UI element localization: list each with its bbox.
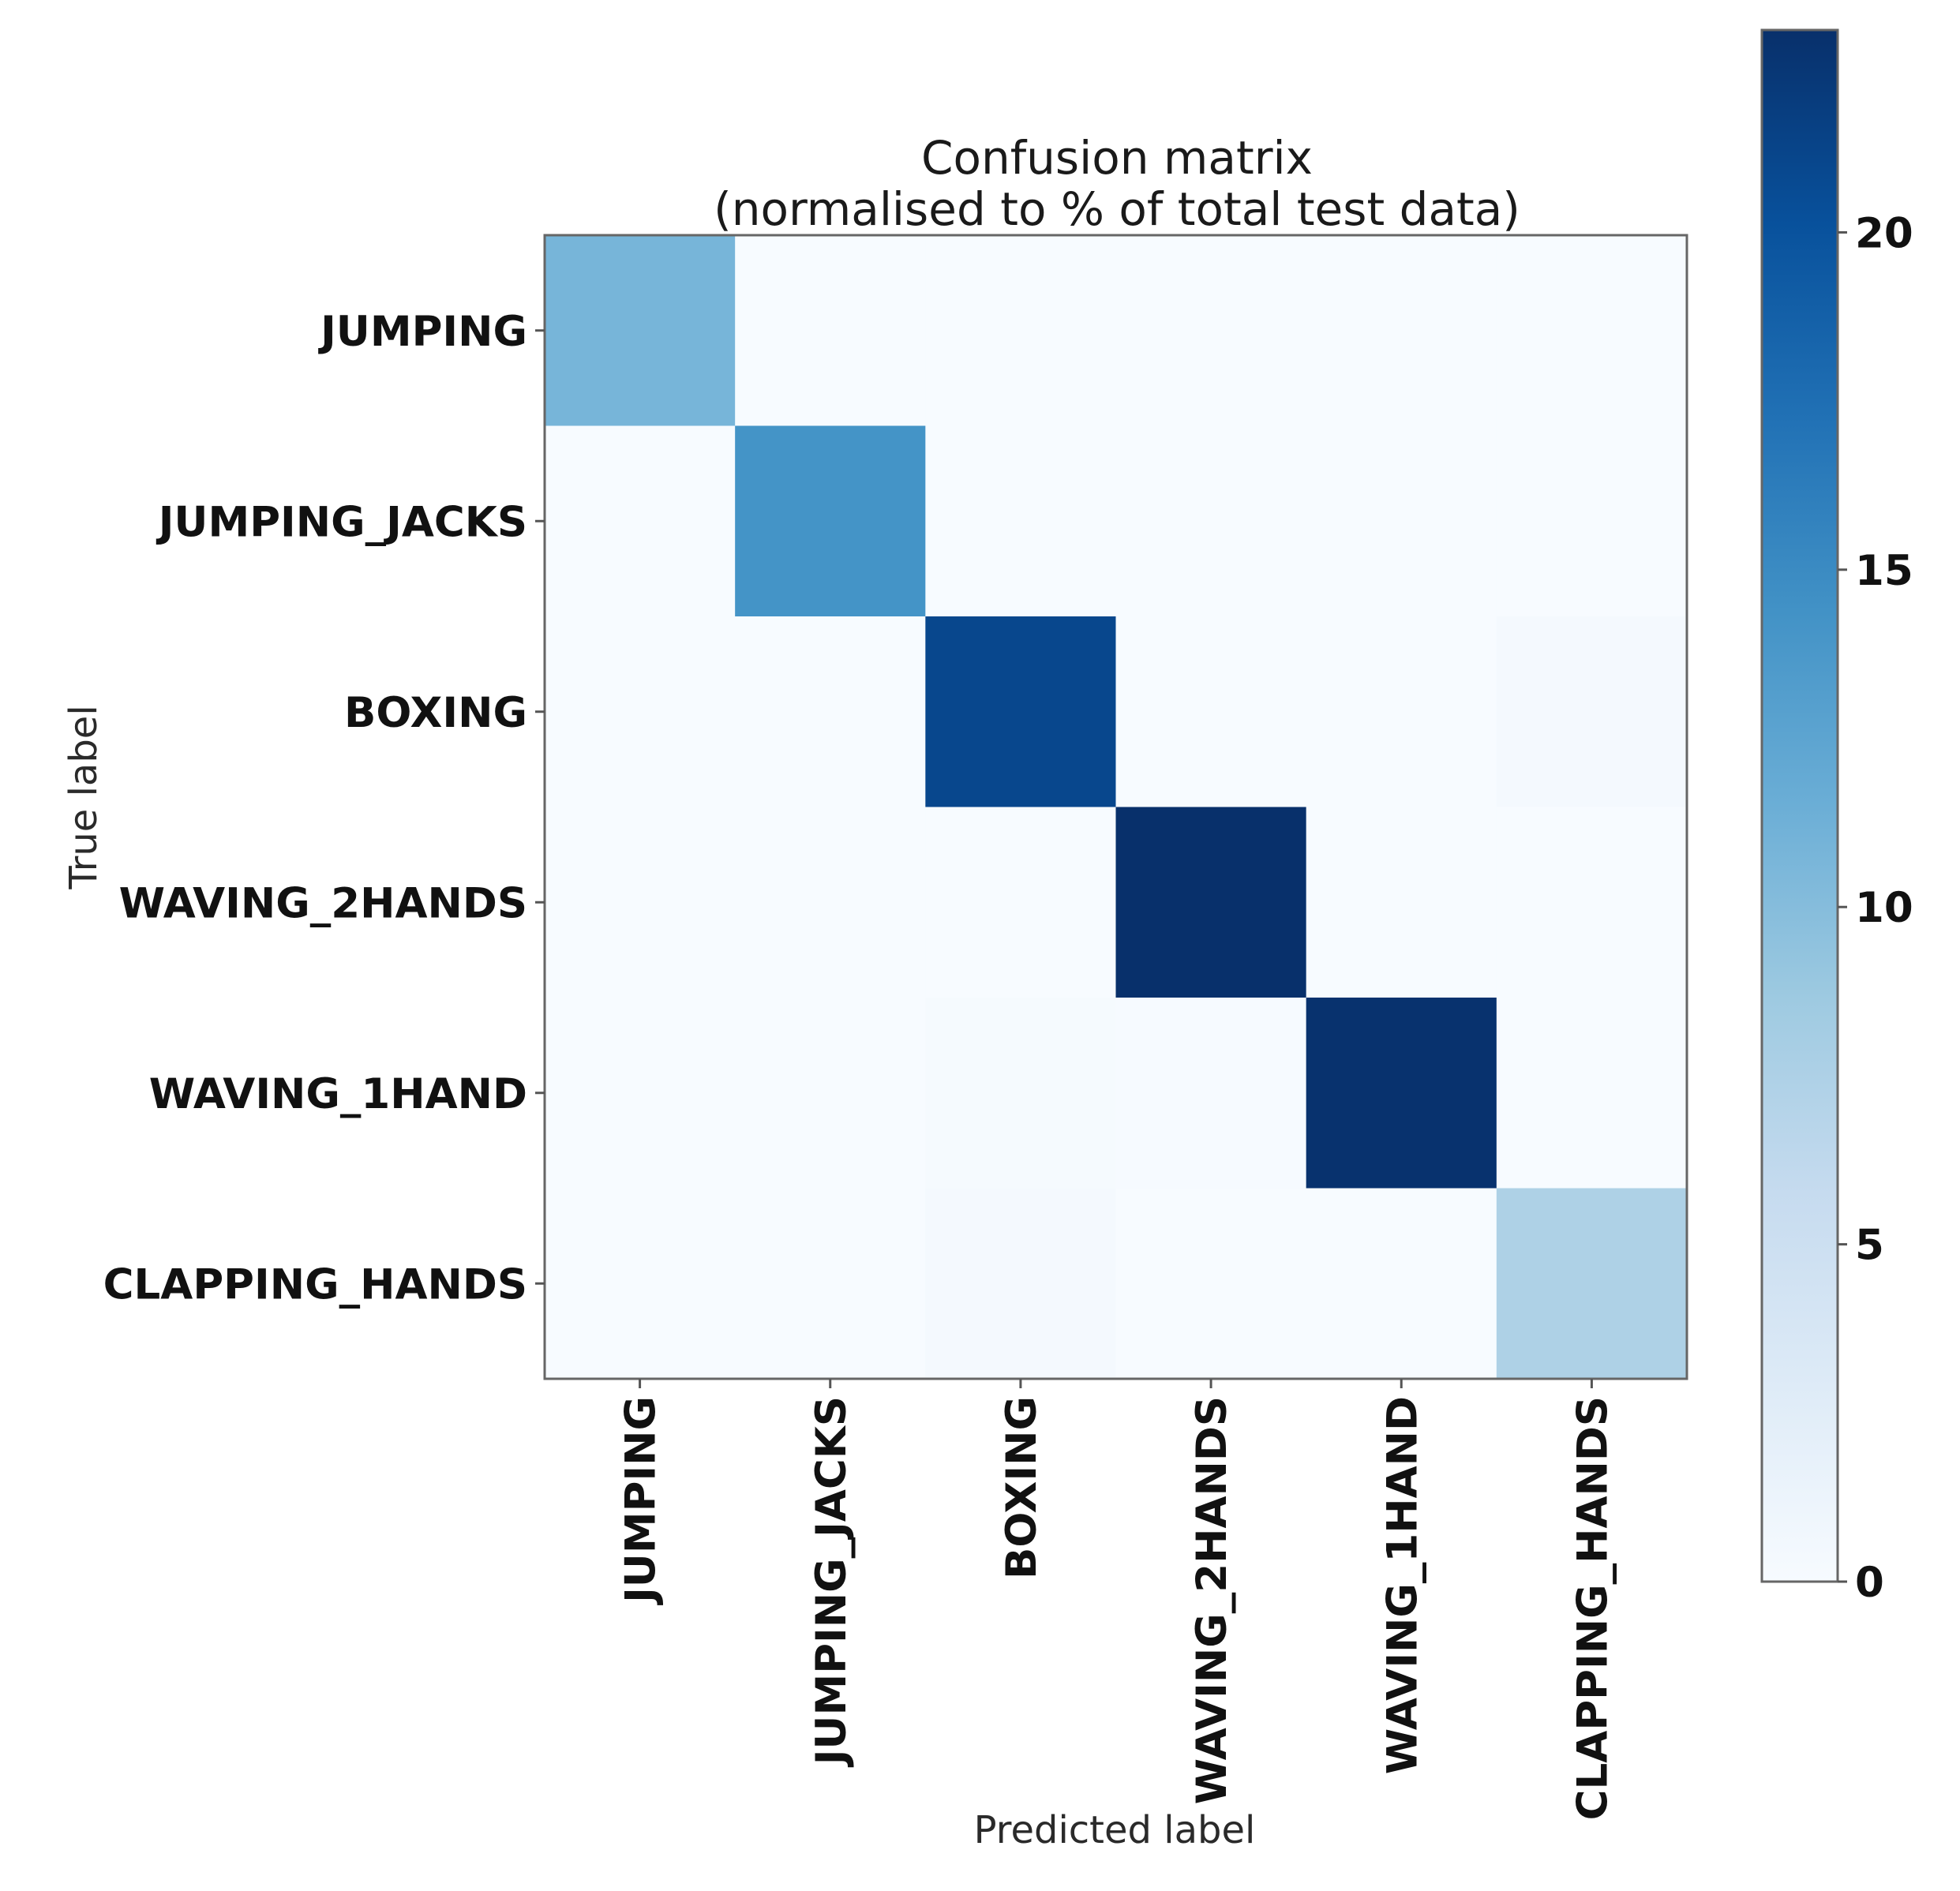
colorbar-tick-group: 0 5 10 15 20 xyxy=(1838,209,1913,1607)
heatmap-cell xyxy=(1115,998,1307,1189)
plot-frame xyxy=(543,234,1688,1380)
row-tick-label: JUMPING_JACKS xyxy=(156,498,527,546)
row-tick-label: JUMPING xyxy=(318,308,527,356)
colorbar-tick-label: 15 xyxy=(1855,547,1913,595)
heatmap-cell xyxy=(545,807,736,998)
row-tick-label: CLAPPING_HANDS xyxy=(103,1260,527,1309)
heatmap-cell xyxy=(1306,998,1497,1189)
colorbar-tick-label: 5 xyxy=(1855,1222,1884,1270)
col-tick-label: JUMPING_JACKS xyxy=(808,1396,856,1767)
heatmap-cell xyxy=(1115,1188,1307,1380)
colorbar-tick-label: 10 xyxy=(1855,884,1913,932)
heatmap-cell xyxy=(1496,807,1688,998)
heatmap-cell xyxy=(925,807,1117,998)
col-tick-group: JUMPING JUMPING_JACKS BOXING WAVING_2HANDS W… xyxy=(617,1379,1617,1820)
col-tick-label: CLAPPING_HANDS xyxy=(1568,1396,1617,1820)
heatmap-cell xyxy=(1115,807,1307,998)
heatmap-cell xyxy=(735,807,926,998)
colorbar-tick-label: 20 xyxy=(1855,209,1913,257)
heatmap-cell xyxy=(735,616,926,808)
heatmap-cell xyxy=(1306,616,1497,808)
heatmap-cell xyxy=(1306,425,1497,617)
heatmap-cell xyxy=(1496,1188,1688,1380)
heatmap-cell xyxy=(1496,425,1688,617)
heatmap-cell xyxy=(925,998,1117,1189)
heatmap-cell xyxy=(1115,425,1307,617)
col-tick-label: WAVING_2HANDS xyxy=(1188,1396,1236,1804)
heatmap-cell xyxy=(1496,616,1688,808)
y-axis-label: True label xyxy=(62,705,106,889)
heatmap-cell xyxy=(735,235,926,427)
heatmap-cell xyxy=(1115,235,1307,427)
heatmap-cell xyxy=(735,425,926,617)
row-tick-label: WAVING_1HAND xyxy=(149,1070,527,1118)
heatmap-cell xyxy=(925,235,1117,427)
heatmap-cell xyxy=(925,616,1117,808)
heatmap-cell xyxy=(545,235,736,427)
col-tick-label: BOXING xyxy=(998,1396,1046,1579)
heatmap-cell xyxy=(545,1188,736,1380)
heatmap-cell xyxy=(545,616,736,808)
heatmap-cell xyxy=(925,425,1117,617)
col-tick-label: WAVING_1HAND xyxy=(1378,1396,1426,1774)
chart-title-line-1: Confusion matrix xyxy=(921,131,1313,185)
col-tick-label: JUMPING xyxy=(617,1396,665,1605)
colorbar-tick-label: 0 xyxy=(1855,1559,1884,1607)
heatmap-cell xyxy=(735,1188,926,1380)
heatmap-cell xyxy=(1306,807,1497,998)
heatmap-cell xyxy=(545,425,736,617)
heatmap-cell xyxy=(545,998,736,1189)
x-axis-label: Predicted label xyxy=(974,1808,1256,1852)
heatmap-cell xyxy=(1306,235,1497,427)
colorbar xyxy=(1760,28,1839,1583)
row-tick-label: BOXING xyxy=(344,689,527,737)
heatmap-cell xyxy=(1496,998,1688,1189)
heatmap-cell xyxy=(925,1188,1117,1380)
row-tick-label: WAVING_2HANDS xyxy=(119,879,527,927)
heatmap-cells xyxy=(545,235,1688,1380)
row-tick-group: JUMPING JUMPING_JACKS BOXING WAVING_2HANDS W… xyxy=(103,308,545,1309)
heatmap-cell xyxy=(1306,1188,1497,1380)
heatmap-cell xyxy=(1496,235,1688,427)
chart-title-line-2: (normalised to % of total test data) xyxy=(714,182,1520,236)
heatmap-cell xyxy=(1115,616,1307,808)
heatmap-cell xyxy=(735,998,926,1189)
